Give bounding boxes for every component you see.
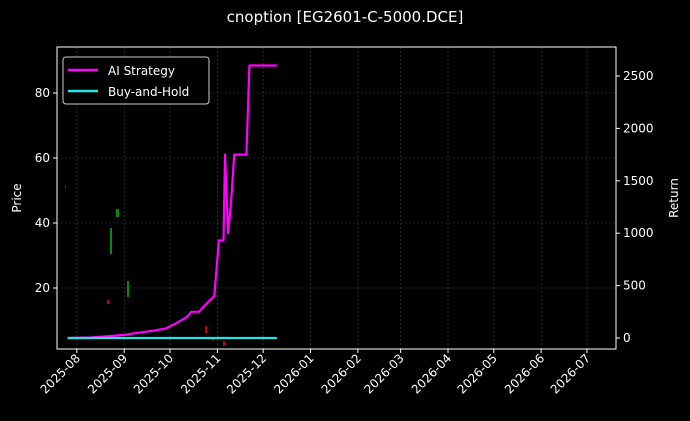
- y-axis-label-left: Price: [10, 183, 24, 212]
- x-tick-label: 2026-01: [271, 351, 316, 396]
- chart-title: cnoption [EG2601-C-5000.DCE]: [226, 8, 464, 26]
- x-tick-label: 2026-05: [455, 351, 500, 396]
- y-tick-label-left: 60: [35, 151, 50, 165]
- legend: AI Strategy Buy-and-Hold: [62, 56, 210, 105]
- y-tick-label-right: 1500: [623, 174, 654, 188]
- y-tick-label-right: 0: [623, 331, 631, 345]
- x-tick-label: 2026-07: [548, 351, 593, 396]
- y-tick-label-right: 500: [623, 279, 646, 293]
- price-candles: [65, 185, 225, 346]
- y-tick-label-right: 2500: [623, 69, 654, 83]
- y-tick-label-left: 40: [35, 216, 50, 230]
- y-tick-label-right: 1000: [623, 226, 654, 240]
- series-line: [67, 64, 277, 340]
- y-axis-label-right: Return: [667, 178, 681, 218]
- x-tick-label: 2025-09: [85, 351, 130, 396]
- plot-frame: [56, 46, 617, 350]
- x-tick-label: 2026-02: [319, 351, 364, 396]
- x-tick-label: 2026-03: [361, 351, 406, 396]
- y-tick-label-left: 20: [35, 281, 50, 295]
- x-tick-label: 2025-11: [178, 351, 223, 396]
- y-tick-label-left: 80: [35, 86, 50, 100]
- legend-item-buy-and-hold: Buy-and-Hold: [108, 85, 189, 99]
- legend-item-ai-strategy: AI Strategy: [108, 64, 175, 78]
- x-tick-label: 2025-10: [131, 351, 176, 396]
- x-tick-label: 2026-04: [409, 351, 454, 396]
- x-tick-label: 2025-08: [38, 351, 83, 396]
- y-tick-label-right: 2000: [623, 121, 654, 135]
- x-tick-label: 2026-06: [502, 351, 547, 396]
- x-tick-label: 2025-12: [224, 351, 269, 396]
